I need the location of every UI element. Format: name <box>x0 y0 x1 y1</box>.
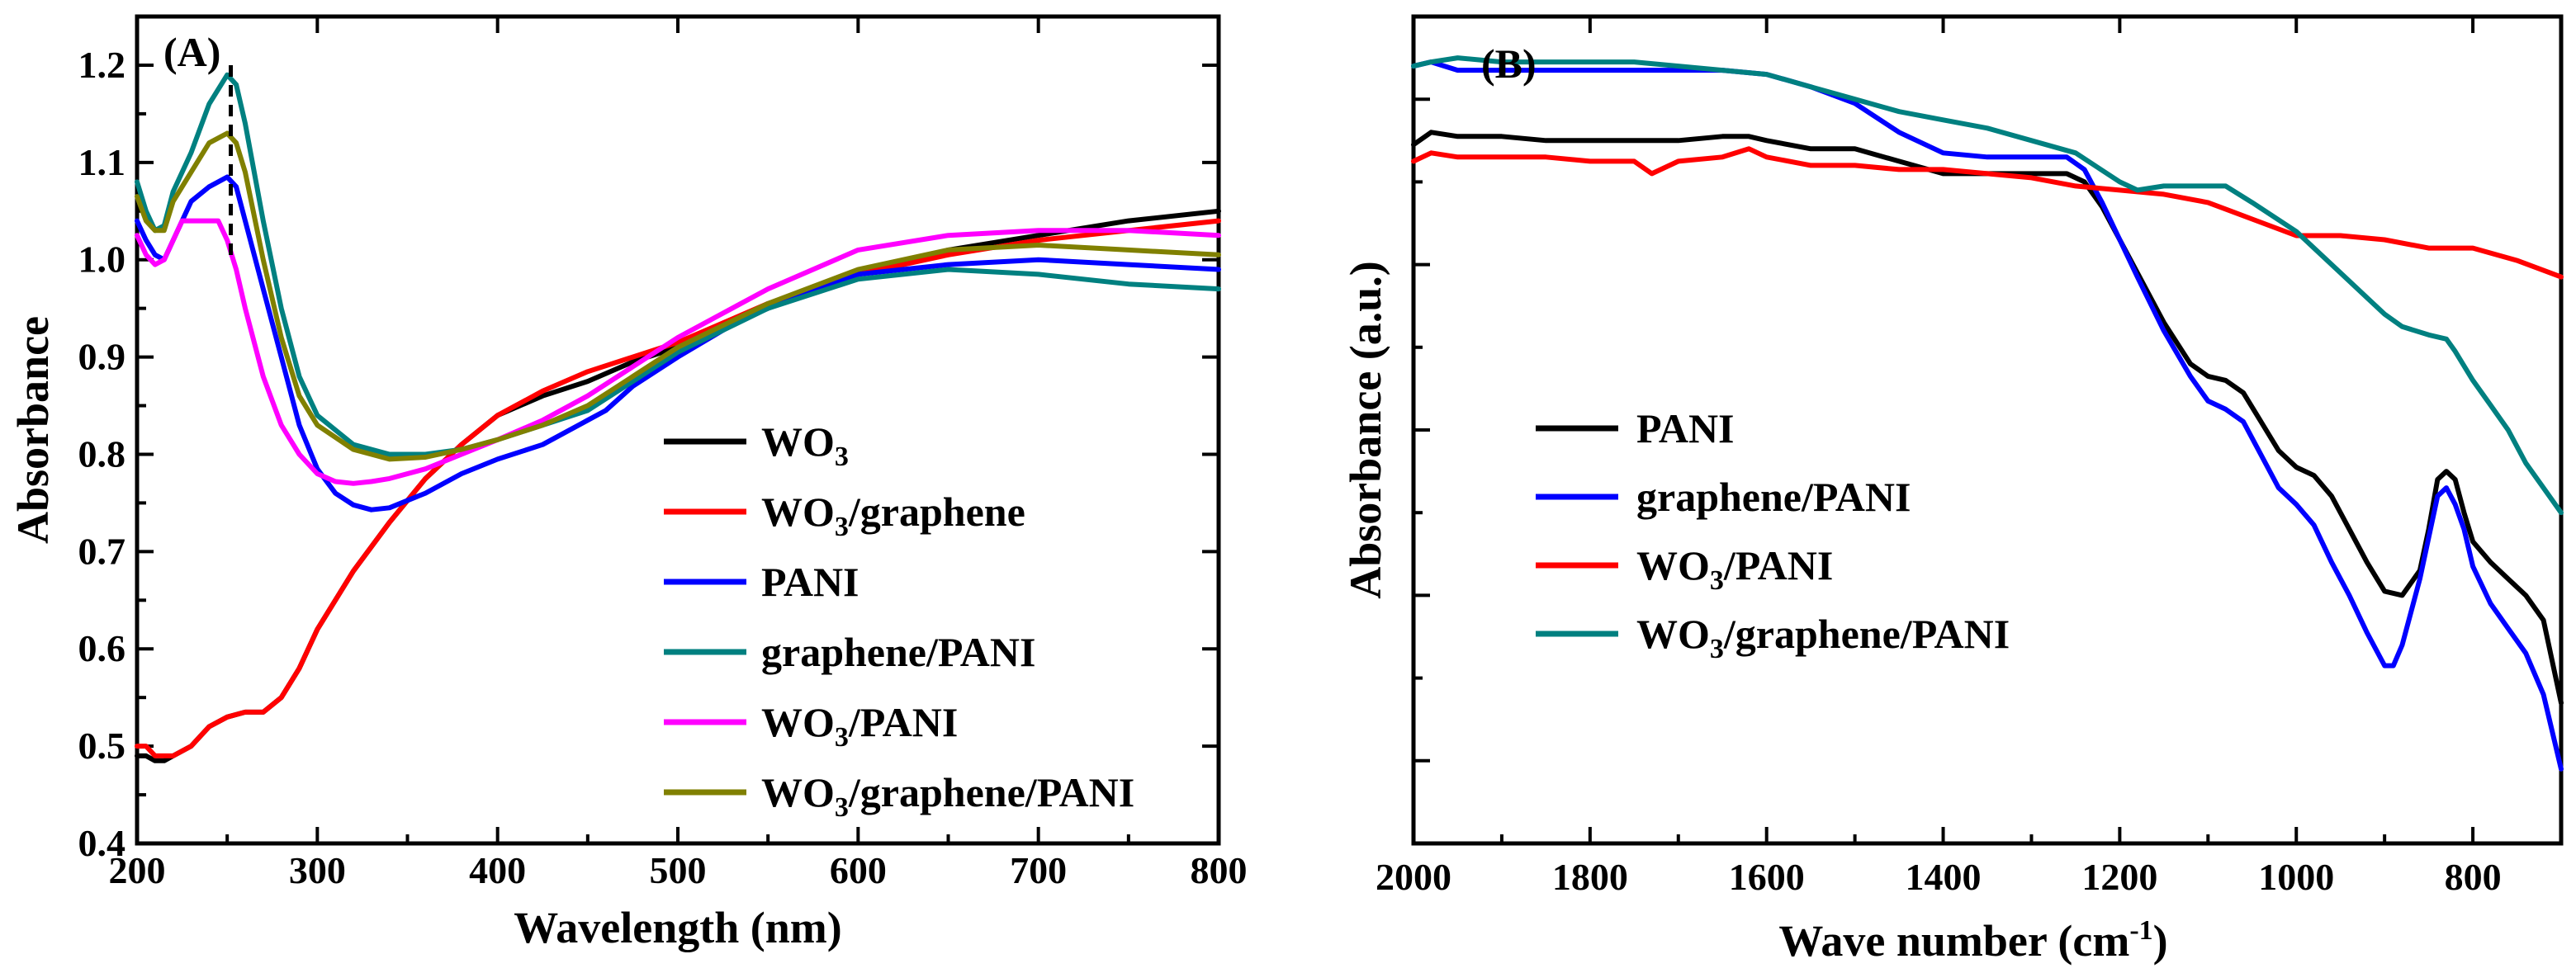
y-tick-label: 0.7 <box>78 530 126 572</box>
legend-label-wo3-pani: WO3/PANI <box>761 699 958 753</box>
legend-label-rest: /graphene/PANI <box>848 769 1134 815</box>
legend-label-subscript: 3 <box>835 442 849 472</box>
panel-a-legend: WO3WO3/graphenePANIgraphene/PANIWO3/PANI… <box>664 418 1134 823</box>
panel-b-series <box>1411 55 2564 772</box>
legend-label-main: PANI <box>1636 405 1735 451</box>
panel-a-label: (A) <box>163 29 220 75</box>
legend-label-subscript: 3 <box>835 512 849 542</box>
series-line-wo3-pani <box>135 218 1221 486</box>
x-tick-label: 2000 <box>1376 856 1451 898</box>
series-line-wo3-graphene-pani <box>135 130 1221 462</box>
legend-label-wo3: WO3 <box>761 418 849 472</box>
panel-b-x-axis-title: Wave number (cm-1) <box>1778 915 2167 966</box>
legend-label-graphene-pani: graphene/PANI <box>1636 474 1911 520</box>
y-tick-label: 0.4 <box>78 822 126 864</box>
legend-label-main: graphene/PANI <box>761 629 1035 675</box>
x-tick-label: 600 <box>830 849 887 891</box>
legend-label-wo3-pani: WO3/PANI <box>1636 542 1833 596</box>
panel-a-y-axis-title: Absorbance <box>8 316 58 544</box>
legend-label-subscript: 3 <box>835 722 849 753</box>
legend-label-graphene-pani: graphene/PANI <box>761 629 1035 675</box>
x-tick-label: 1200 <box>2081 856 2157 898</box>
legend-label-main: WO <box>761 699 835 745</box>
x-tick-label: 200 <box>109 849 166 891</box>
panel-b-x-axis-title-end: ) <box>2153 916 2168 966</box>
legend-label-subscript: 3 <box>1710 565 1724 596</box>
panel-b-x-axis-title-superscript: -1 <box>2129 915 2152 946</box>
legend-label-wo3-graphene-pani: WO3/graphene/PANI <box>1636 611 2010 664</box>
legend-label-main: graphene/PANI <box>1636 474 1911 520</box>
legend-label-rest: /PANI <box>848 699 958 745</box>
panel-b-label: (B) <box>1481 40 1537 87</box>
x-tick-label: 300 <box>289 849 346 891</box>
legend-label-subscript: 3 <box>835 792 849 823</box>
legend-label-main: WO <box>761 418 835 465</box>
series-line-graphene-pani <box>1411 59 2564 772</box>
x-tick-label: 800 <box>1191 849 1248 891</box>
legend-label-rest: /PANI <box>1723 542 1833 588</box>
legend-label-main: WO <box>1636 542 1710 588</box>
panel-b: 2000 1800 1600 1400 1200 1000 800 (B) Wave num… <box>1341 14 2564 966</box>
panel-a-ticks: 200 300 400 500 600 700 800 0.4 0.5 0.6 0.7 0.8 0.9 1… <box>78 17 1248 891</box>
x-tick-label: 400 <box>469 849 526 891</box>
legend-label-wo3-graphene: WO3/graphene <box>761 489 1025 542</box>
legend-label-subscript: 3 <box>1710 634 1724 664</box>
panel-a: 200 300 400 500 600 700 800 0.4 0.5 0.6 0.7 0.8 0.9 1… <box>8 14 1248 952</box>
x-tick-label: 1600 <box>1729 856 1805 898</box>
series-line-wo3-graphene <box>135 218 1221 758</box>
legend-label-pani: PANI <box>1636 405 1735 451</box>
y-tick-label: 0.6 <box>78 627 126 669</box>
legend-label-rest: /graphene <box>848 489 1025 535</box>
x-tick-label: 800 <box>2445 856 2502 898</box>
series-line-graphene-pani <box>135 72 1221 457</box>
legend-label-pani: PANI <box>761 559 859 605</box>
series-line-wo3-pani <box>1411 146 2564 280</box>
series-line-wo3 <box>135 208 1221 763</box>
legend-label-main: WO <box>761 769 835 815</box>
y-tick-label: 1.1 <box>78 141 126 183</box>
x-tick-label: 700 <box>1010 849 1067 891</box>
y-tick-label: 1.2 <box>78 44 126 86</box>
x-tick-label: 500 <box>650 849 707 891</box>
legend-label-wo3-graphene-pani: WO3/graphene/PANI <box>761 769 1134 823</box>
panel-b-x-axis-title-main: Wave number (cm <box>1778 916 2129 966</box>
panel-b-y-axis-title: Absorbance (a.u.) <box>1341 261 1390 599</box>
legend-label-main: WO <box>1636 611 1710 657</box>
x-tick-label: 1000 <box>2258 856 2334 898</box>
x-tick-label: 1800 <box>1552 856 1628 898</box>
legend-label-rest: /graphene/PANI <box>1723 611 2010 657</box>
panel-a-x-axis-title: Wavelength (nm) <box>514 903 842 952</box>
y-tick-label: 0.5 <box>78 725 126 767</box>
series-line-pani <box>1411 130 2564 706</box>
legend-label-main: PANI <box>761 559 859 605</box>
panel-b-ticks: 2000 1800 1600 1400 1200 1000 800 <box>1376 17 2502 898</box>
y-tick-label: 0.9 <box>78 336 126 378</box>
legend-label-main: WO <box>761 489 835 535</box>
panel-a-series <box>135 72 1221 763</box>
y-tick-label: 1.0 <box>78 239 126 281</box>
series-line-wo3-graphene-pani <box>1411 55 2564 516</box>
y-tick-label: 0.8 <box>78 432 126 475</box>
panel-b-legend: PANIgraphene/PANIWO3/PANIWO3/graphene/PA… <box>1536 405 2010 664</box>
x-tick-label: 1400 <box>1906 856 1982 898</box>
